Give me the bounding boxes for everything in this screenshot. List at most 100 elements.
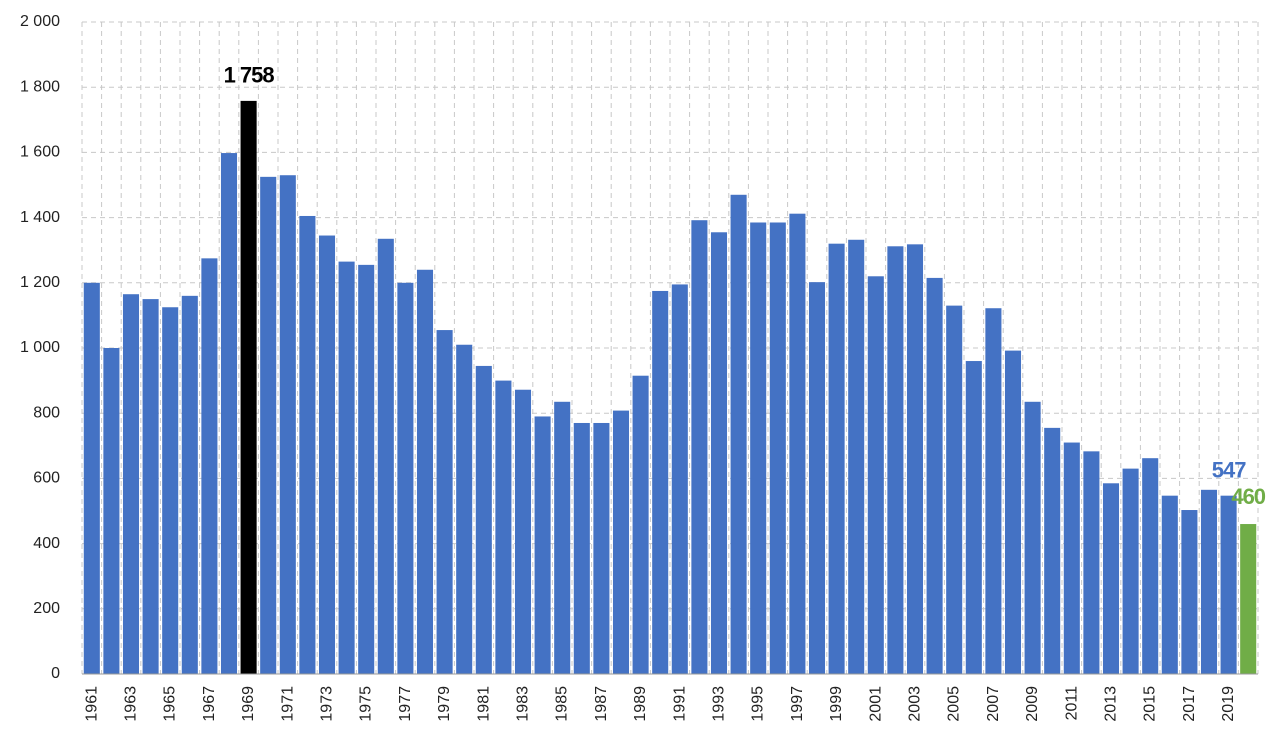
bar [1004, 350, 1022, 674]
bar [142, 299, 159, 674]
bar [632, 375, 649, 674]
bar [1083, 451, 1100, 674]
bar [279, 175, 296, 674]
bar [946, 305, 963, 674]
bar [906, 244, 924, 674]
bar [730, 194, 747, 674]
x-tick-label: 2011 [1063, 686, 1080, 721]
bar [1220, 495, 1237, 674]
bar [1044, 427, 1061, 674]
bar [122, 294, 140, 674]
x-tick-label: 1973 [319, 686, 336, 722]
bar [1200, 489, 1218, 674]
bar [260, 176, 277, 674]
x-tick-label: 1997 [789, 686, 806, 722]
bar [475, 365, 492, 674]
bar [848, 239, 865, 674]
bar [1181, 510, 1198, 674]
bar [750, 222, 767, 675]
x-tick-label: 1987 [593, 686, 610, 722]
x-tick-label: 2017 [1181, 686, 1198, 722]
bar [965, 361, 982, 674]
x-tick-label: 2007 [985, 686, 1002, 722]
bar [299, 215, 316, 674]
bar [456, 344, 473, 674]
bar [867, 276, 884, 674]
bar [573, 422, 590, 674]
value-label: 460 [1231, 484, 1265, 509]
y-tick-label: 1 000 [20, 339, 60, 356]
x-tick-label: 1975 [358, 686, 375, 722]
x-tick-label: 2003 [907, 686, 924, 722]
bar [416, 269, 434, 674]
x-tick-label: 1969 [240, 686, 257, 722]
x-tick-label: 1995 [750, 686, 767, 722]
x-tick-label: 2005 [946, 686, 963, 722]
y-tick-label: 1 400 [20, 209, 60, 226]
bar [985, 308, 1002, 674]
bar [1063, 442, 1080, 674]
bar [691, 220, 708, 674]
y-tick-label: 400 [33, 535, 60, 552]
bar [358, 264, 375, 674]
y-tick-label: 800 [33, 404, 60, 421]
x-tick-label: 1967 [201, 686, 218, 722]
bar [338, 261, 355, 674]
x-tick-label: 2019 [1220, 686, 1237, 722]
bar [495, 380, 512, 674]
bar [397, 282, 414, 674]
bar [318, 235, 336, 674]
y-tick-label: 2 000 [20, 13, 60, 30]
x-tick-label: 1961 [83, 686, 100, 722]
x-tick-label: 1991 [671, 686, 688, 722]
y-tick-label: 1 200 [20, 274, 60, 291]
x-tick-label: 1963 [123, 686, 140, 722]
x-tick-label: 2013 [1103, 686, 1120, 722]
bar [514, 389, 532, 674]
bar [769, 222, 786, 675]
x-tick-label: 1985 [554, 686, 571, 722]
value-label: 1 758 [224, 63, 275, 88]
bar [710, 232, 728, 674]
value-label: 547 [1212, 457, 1246, 482]
bar [1102, 483, 1120, 674]
bar [926, 277, 943, 674]
bar [652, 290, 669, 674]
bar [1024, 401, 1041, 674]
bar [162, 307, 179, 674]
x-tick-label: 2009 [1024, 686, 1041, 722]
bar [612, 410, 630, 674]
y-tick-label: 600 [33, 470, 60, 487]
x-tick-label: 1999 [828, 686, 845, 722]
bar [83, 282, 100, 674]
x-tick-label: 1993 [711, 686, 728, 722]
bar [789, 213, 806, 675]
y-tick-label: 200 [33, 600, 60, 617]
bar [240, 100, 257, 675]
bar [808, 282, 826, 674]
x-tick-label: 2001 [867, 686, 884, 722]
bar [671, 284, 688, 674]
x-tick-label: 1977 [397, 686, 414, 722]
bar [181, 295, 198, 674]
x-tick-label: 1983 [515, 686, 532, 722]
bar [593, 422, 610, 674]
y-tick-label: 0 [51, 665, 60, 682]
bar [220, 153, 238, 674]
bar [1240, 524, 1257, 674]
x-tick-label: 1981 [475, 686, 492, 722]
y-tick-label: 1 800 [20, 78, 60, 95]
y-tick-label: 1 600 [20, 144, 60, 161]
bar [534, 416, 551, 674]
bar [1142, 458, 1159, 674]
bar [103, 348, 120, 674]
bar [436, 330, 453, 674]
x-tick-label: 2015 [1142, 686, 1159, 722]
bar [1122, 468, 1139, 674]
x-tick-label: 1971 [279, 686, 296, 722]
bar [828, 243, 845, 674]
bar [887, 246, 904, 674]
x-tick-label: 1979 [436, 686, 453, 722]
